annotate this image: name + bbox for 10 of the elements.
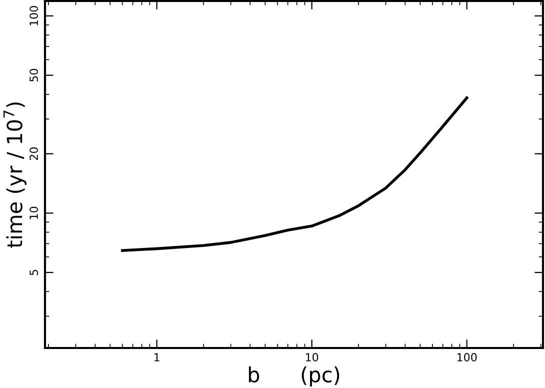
y-tick-label: 5 bbox=[30, 270, 38, 276]
y-tick-label: 100 bbox=[30, 6, 38, 26]
y-axis-title: time (yr / 10$^{7}$) bbox=[3, 102, 26, 248]
y-tick-label: 20 bbox=[30, 147, 38, 160]
x-axis-title: b (pc) bbox=[248, 366, 340, 387]
y-tick-label: 10 bbox=[30, 206, 38, 219]
x-tick-label: 10 bbox=[306, 353, 318, 362]
y-tick-label: 50 bbox=[30, 68, 38, 82]
x-tick-label: 100 bbox=[457, 353, 477, 362]
x-tick-label: 1 bbox=[154, 353, 160, 362]
